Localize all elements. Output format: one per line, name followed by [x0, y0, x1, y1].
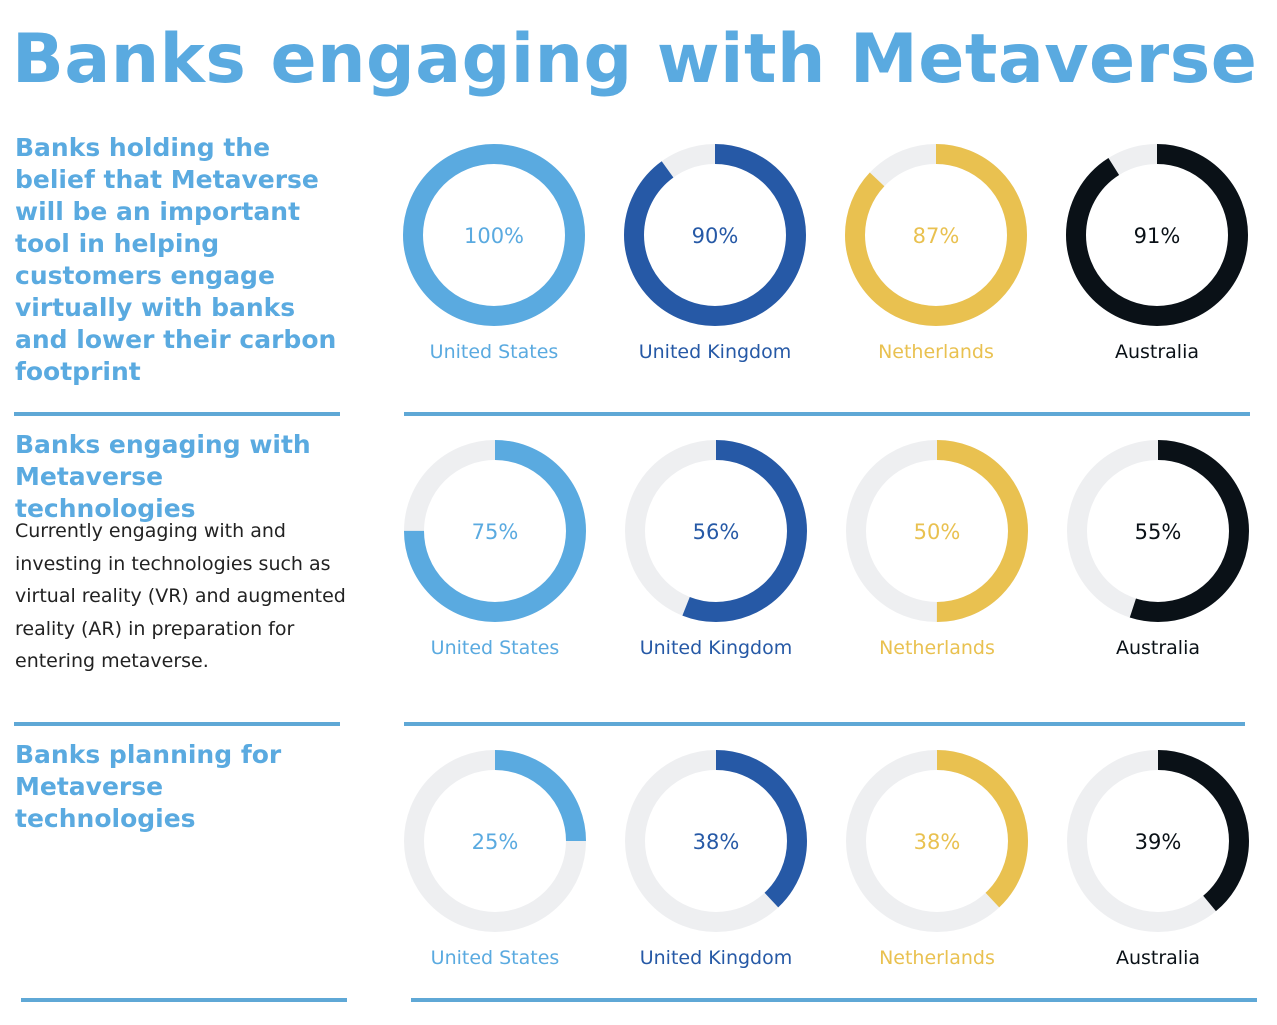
donut-arc: [1066, 144, 1248, 326]
donut-arc: [1067, 440, 1249, 622]
value-label: 75%: [472, 520, 519, 544]
donut-arc: [624, 144, 806, 326]
category-label: United States: [431, 637, 560, 659]
donut-arc: [1067, 750, 1249, 932]
donut-arc: [404, 750, 586, 932]
donut-arc: [403, 144, 585, 326]
donut-arc: [404, 440, 586, 622]
donut-netherlands: 87% Netherlands: [845, 144, 1027, 363]
divider: [21, 998, 347, 1002]
category-label: United States: [430, 341, 559, 363]
category-label: Australia: [1115, 341, 1199, 363]
value-label: 25%: [472, 830, 519, 854]
value-label: 50%: [914, 520, 961, 544]
category-label: Australia: [1116, 637, 1200, 659]
value-label: 87%: [913, 224, 960, 248]
category-label: United Kingdom: [640, 637, 793, 659]
divider: [404, 412, 1250, 416]
donut-arc: [845, 144, 1027, 326]
value-label: 38%: [914, 830, 961, 854]
donut-australia: 55% Australia: [1067, 440, 1249, 659]
value-label: 90%: [692, 224, 739, 248]
category-label: Australia: [1116, 947, 1200, 969]
value-label: 91%: [1134, 224, 1181, 248]
donut-united-kingdom: 90% United Kingdom: [624, 144, 806, 363]
category-label: United Kingdom: [639, 341, 792, 363]
value-label: 39%: [1135, 830, 1182, 854]
divider: [14, 412, 340, 416]
value-label: 38%: [693, 830, 740, 854]
donut-australia: 39% Australia: [1067, 750, 1249, 969]
divider: [14, 722, 340, 726]
category-label: Netherlands: [879, 637, 995, 659]
value-label: 55%: [1135, 520, 1182, 544]
donut-united-states: 75% United States: [404, 440, 586, 659]
category-label: Netherlands: [879, 947, 995, 969]
donut-united-kingdom: 56% United Kingdom: [625, 440, 807, 659]
category-label: Netherlands: [878, 341, 994, 363]
value-label: 100%: [464, 224, 524, 248]
page-title: Banks engaging with Metaverse: [12, 20, 1258, 99]
donut-australia: 91% Australia: [1066, 144, 1248, 363]
value-label: 56%: [693, 520, 740, 544]
donut-arc: [846, 440, 1028, 622]
category-label: United Kingdom: [640, 947, 793, 969]
donut-united-kingdom: 38% United Kingdom: [625, 750, 807, 969]
donut-arc: [625, 440, 807, 622]
divider: [404, 722, 1245, 726]
donut-arc: [625, 750, 807, 932]
donut-netherlands: 38% Netherlands: [846, 750, 1028, 969]
donut-united-states: 100% United States: [403, 144, 585, 363]
section-3-heading: Banks planning for Metaverse technologie…: [15, 740, 282, 833]
donut-united-states: 25% United States: [404, 750, 586, 969]
donut-arc: [846, 750, 1028, 932]
donut-netherlands: 50% Netherlands: [846, 440, 1028, 659]
category-label: United States: [431, 947, 560, 969]
section-2-description: Currently engaging with and investing in…: [15, 520, 346, 672]
section-1-heading: Banks holding the belief that Metaverse …: [15, 133, 337, 386]
divider: [411, 998, 1257, 1002]
section-2-heading: Banks engaging with Metaverse technologi…: [15, 430, 311, 523]
